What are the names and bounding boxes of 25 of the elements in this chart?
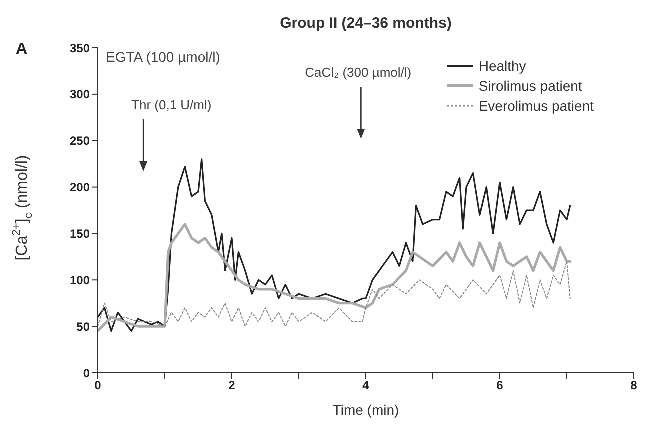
- y-tick-label: 300: [70, 88, 90, 102]
- x-tick-label: 8: [630, 378, 638, 393]
- line-series: [98, 261, 571, 328]
- y-tick-label: 0: [83, 366, 90, 380]
- line-series: [98, 158, 572, 332]
- x-axis-title: Time (min): [332, 402, 400, 418]
- annotation: Thr (0,1 U/ml): [132, 98, 212, 112]
- chart-title: Group II (24–36 months): [280, 15, 452, 32]
- legend-label: Everolimus patient: [478, 97, 594, 116]
- y-tick-label: 200: [70, 180, 90, 195]
- line-series: [98, 223, 572, 333]
- legend-label: Sirolimus patient: [478, 77, 582, 96]
- x-tick-label: 0: [94, 378, 102, 393]
- x-tick-label: 2: [228, 378, 236, 393]
- y-tick-label: 50: [76, 320, 90, 334]
- annotation: CaCl₂ (300 µmol/l): [305, 65, 412, 80]
- annotation: EGTA (100 µmol/l): [106, 49, 220, 65]
- x-tick-label: 4: [362, 378, 370, 393]
- y-tick-label: 350: [70, 41, 90, 56]
- y-tick-label: 250: [70, 134, 90, 148]
- y-tick-label: 100: [70, 273, 90, 288]
- text: A: [16, 41, 28, 58]
- legend-label: Healthy: [478, 57, 526, 76]
- x-tick-label: 6: [496, 378, 504, 393]
- y-tick-label: 150: [70, 226, 90, 241]
